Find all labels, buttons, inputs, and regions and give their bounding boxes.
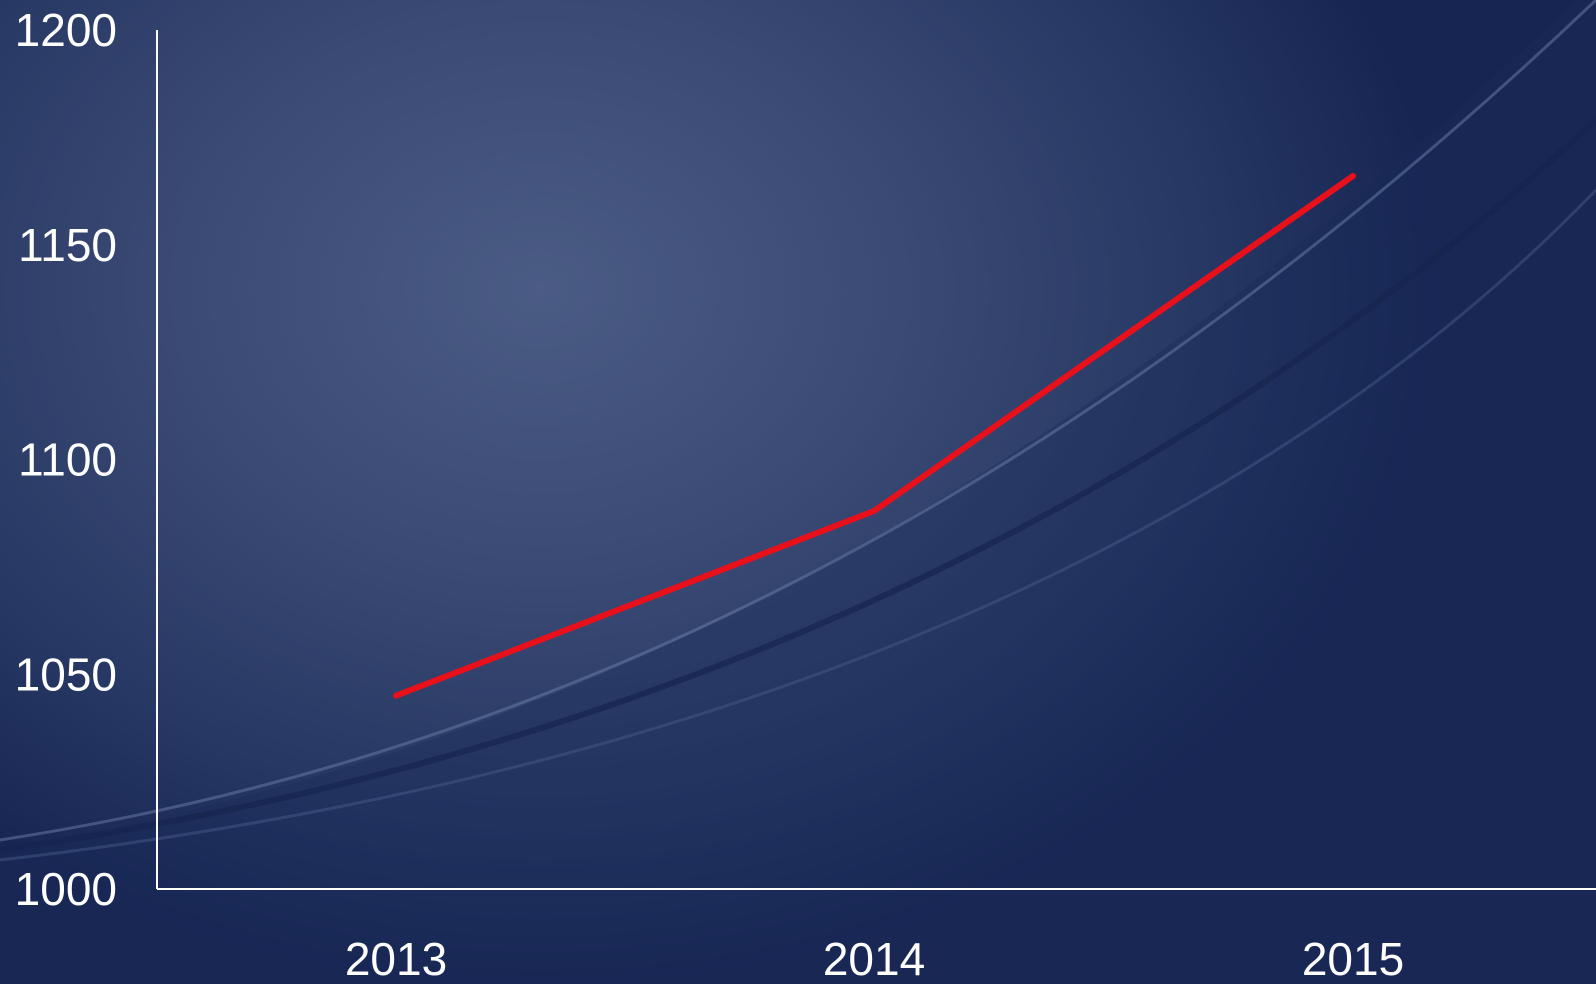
x-tick-label: 2014 <box>823 933 925 984</box>
y-tick-labels: 1000 1050 1100 1150 1200 <box>15 4 117 915</box>
y-tick-label: 1000 <box>15 863 117 915</box>
x-tick-label: 2013 <box>345 933 447 984</box>
y-tick-label: 1100 <box>18 434 117 486</box>
y-tick-label: 1150 <box>18 219 117 271</box>
y-tick-label: 1200 <box>15 4 117 56</box>
x-tick-label: 2015 <box>1302 933 1404 984</box>
x-tick-labels: 2013 2014 2015 <box>345 933 1404 984</box>
y-tick-label: 1050 <box>15 648 117 700</box>
series-group <box>393 173 1356 699</box>
axes <box>156 30 1596 890</box>
